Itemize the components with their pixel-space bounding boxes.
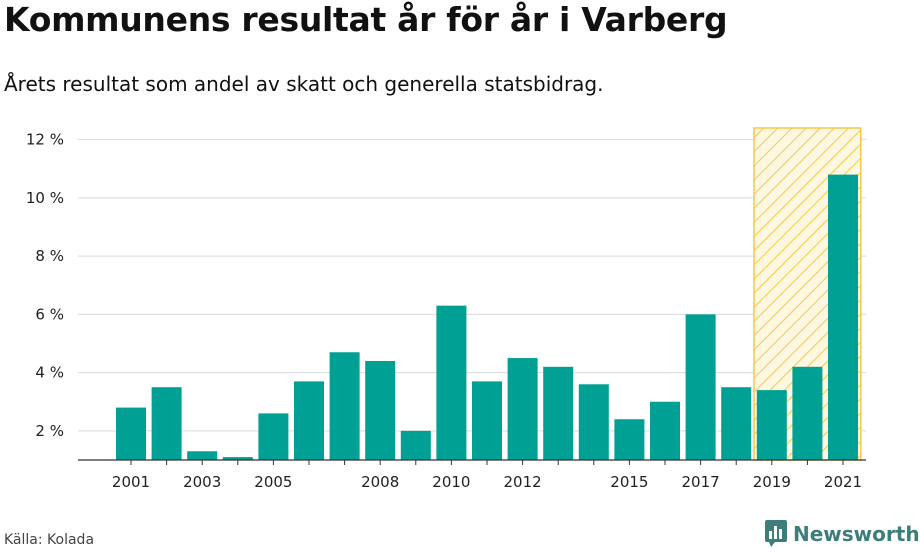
bar-2016 bbox=[650, 401, 680, 460]
chart-title: Kommunens resultat år för år i Varberg bbox=[4, 0, 728, 39]
bar-2017 bbox=[685, 314, 716, 460]
bar-2008 bbox=[365, 360, 396, 460]
newsworthy-logo-icon bbox=[765, 520, 787, 547]
bar-2012 bbox=[507, 358, 538, 460]
bar-2001 bbox=[116, 407, 146, 460]
x-tick-label: 2017 bbox=[682, 473, 720, 491]
chart-subtitle: Årets resultat som andel av skatt och ge… bbox=[4, 72, 604, 96]
y-tick-label: 8 % bbox=[35, 247, 64, 265]
newsworthy-logo: Newsworthy bbox=[765, 520, 920, 548]
y-tick-label: 2 % bbox=[35, 422, 64, 440]
bar-2019 bbox=[756, 390, 787, 460]
bar-2003 bbox=[187, 451, 218, 460]
x-tick-label: 2008 bbox=[361, 473, 399, 491]
bar-2014 bbox=[578, 384, 609, 460]
bar-2009 bbox=[400, 430, 431, 460]
x-tick-label: 2005 bbox=[254, 473, 292, 491]
y-tick-label: 6 % bbox=[35, 305, 64, 323]
bar-2015 bbox=[614, 419, 645, 460]
bar-2011 bbox=[472, 381, 502, 460]
bar-2007 bbox=[329, 352, 360, 460]
bar-2020 bbox=[792, 366, 823, 460]
brand-name: Newsworthy bbox=[793, 522, 920, 546]
bar-2010 bbox=[436, 305, 467, 460]
bar-2004 bbox=[222, 457, 253, 460]
y-tick-label: 12 % bbox=[26, 131, 64, 149]
bar-2021 bbox=[828, 174, 858, 460]
y-tick-label: 4 % bbox=[35, 364, 64, 382]
bar-2013 bbox=[543, 366, 574, 460]
source-note: Källa: Kolada bbox=[4, 532, 95, 548]
y-tick-label: 10 % bbox=[26, 189, 64, 207]
bar-2006 bbox=[294, 381, 324, 460]
x-tick-label: 2021 bbox=[824, 473, 862, 491]
bar-2018 bbox=[721, 387, 752, 460]
bar-2002 bbox=[151, 387, 182, 460]
x-tick-label: 2010 bbox=[432, 473, 470, 491]
x-tick-label: 2003 bbox=[183, 473, 221, 491]
x-tick-label: 2012 bbox=[504, 473, 542, 491]
x-tick-label: 2015 bbox=[610, 473, 648, 491]
x-tick-label: 2001 bbox=[112, 473, 150, 491]
x-tick-label: 2019 bbox=[753, 473, 791, 491]
bar-2005 bbox=[258, 413, 289, 460]
